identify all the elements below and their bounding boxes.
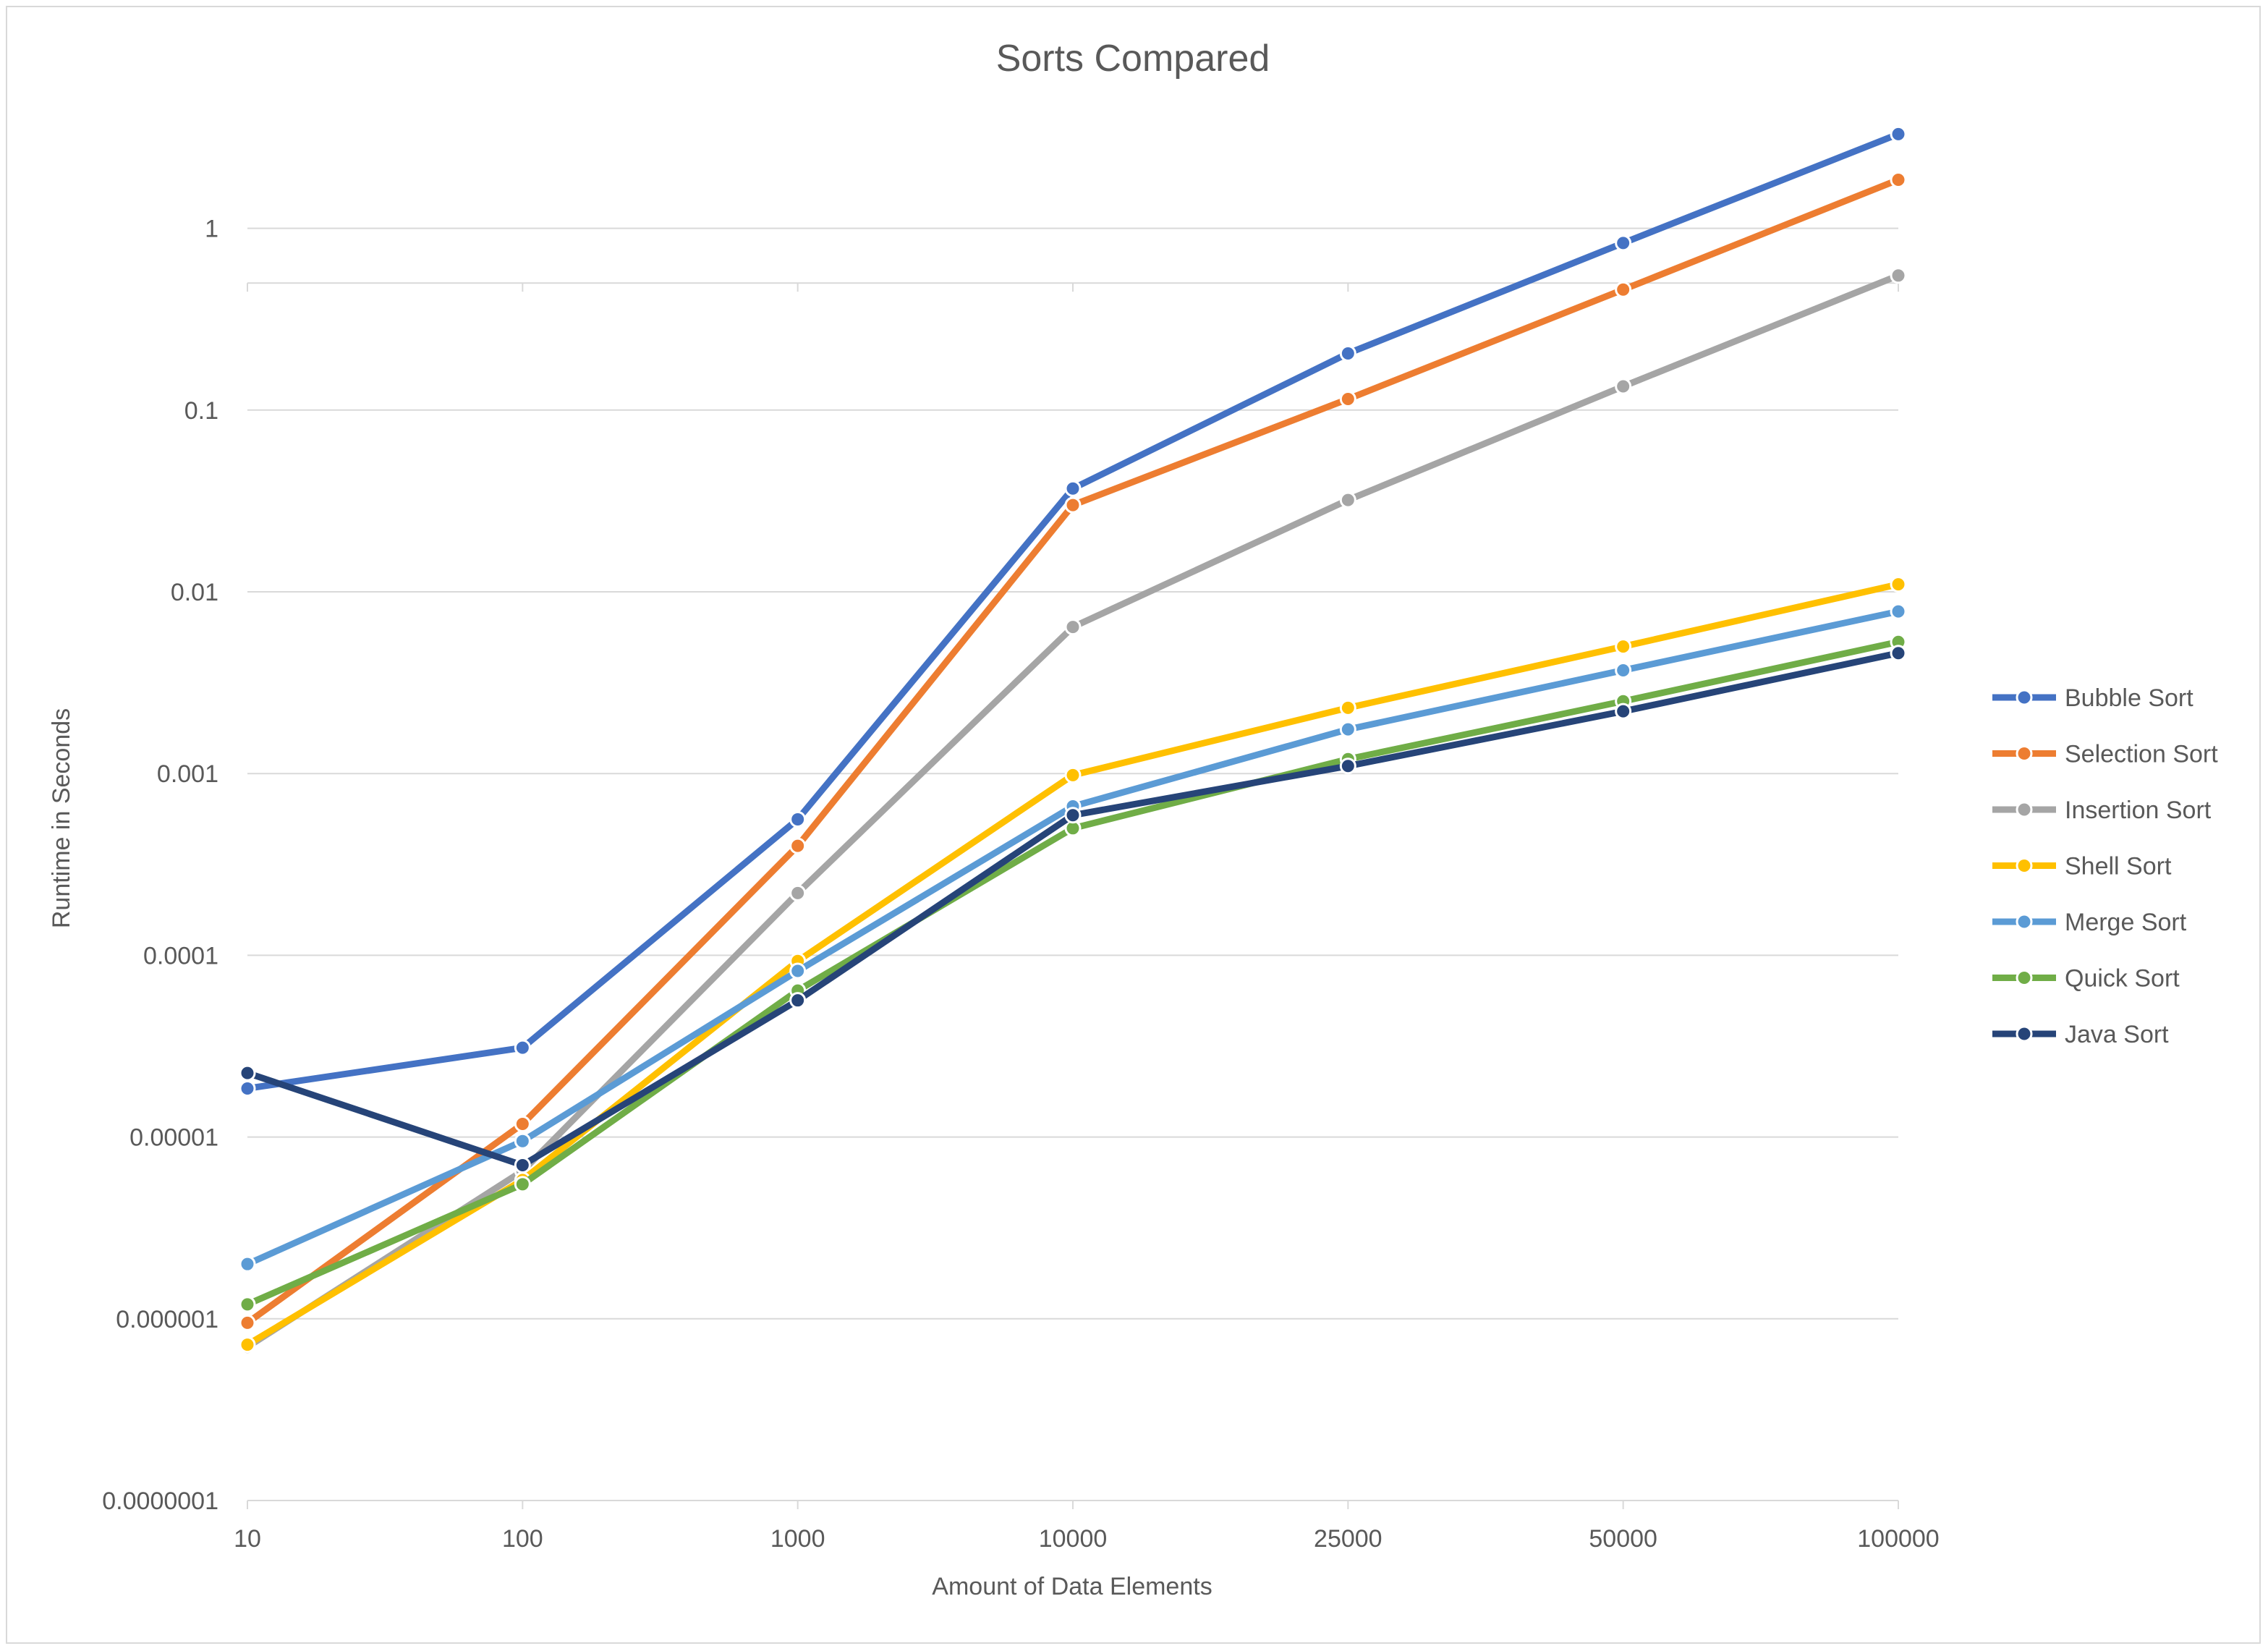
data-point	[514, 1039, 531, 1056]
y-tick-label: 0.01	[171, 579, 218, 606]
data-point	[1890, 576, 1907, 593]
data-point	[1339, 344, 1356, 362]
legend-swatch-marker	[2016, 801, 2033, 818]
data-point	[1615, 638, 1632, 655]
series-quick-sort	[239, 633, 1907, 1313]
legend-item: Merge Sort	[1992, 909, 2187, 936]
legend-swatch-marker	[2016, 969, 2033, 986]
chart-title: Sorts Compared	[996, 38, 1270, 80]
data-point	[789, 992, 807, 1009]
data-point	[514, 1176, 531, 1193]
x-tick-label: 10	[234, 1525, 261, 1553]
legend-label: Shell Sort	[2065, 853, 2172, 880]
legend-swatch-marker	[2016, 745, 2033, 762]
legend-label: Merge Sort	[2065, 909, 2187, 936]
data-point	[239, 1314, 256, 1331]
y-tick-label: 0.001	[157, 760, 218, 788]
legend-swatch-marker	[2016, 1025, 2033, 1043]
y-tick-label: 0.0000001	[102, 1487, 218, 1515]
series-bubble-sort	[239, 125, 1907, 1097]
data-point	[514, 1116, 531, 1133]
data-point	[1615, 661, 1632, 679]
legend-item: Bubble Sort	[1992, 684, 2193, 712]
y-tick-label: 0.0001	[143, 942, 218, 969]
data-point	[1064, 619, 1082, 636]
legend-label: Quick Sort	[2065, 965, 2180, 993]
data-point	[239, 1336, 256, 1354]
data-point	[1890, 171, 1907, 188]
x-tick-label: 25000	[1314, 1525, 1383, 1553]
data-point	[514, 1157, 531, 1174]
data-point	[789, 837, 807, 854]
data-point	[1339, 721, 1356, 738]
x-tick-label: 10000	[1039, 1525, 1108, 1553]
x-tick-label: 50000	[1589, 1525, 1657, 1553]
data-point	[1890, 125, 1907, 143]
x-tick-label: 100000	[1857, 1525, 1939, 1553]
data-point	[789, 884, 807, 901]
legend-item: Java Sort	[1992, 1021, 2169, 1048]
series-line	[244, 608, 1902, 1268]
y-tick-label: 0.00001	[129, 1124, 218, 1152]
x-axis-title: Amount of Data Elements	[932, 1573, 1212, 1600]
legend-swatch-marker	[2016, 689, 2033, 706]
legend: Bubble Sort Selection Sort Insertion Sort S…	[1992, 684, 2218, 1048]
data-point	[1890, 267, 1907, 284]
data-point	[1064, 480, 1082, 497]
legend-swatch-marker	[2016, 913, 2033, 930]
series-line	[244, 638, 1902, 1308]
x-tick-label: 100	[502, 1525, 543, 1553]
y-tick-label: 1	[205, 216, 218, 243]
data-point	[1064, 766, 1082, 784]
legend-item: Selection Sort	[1992, 741, 2218, 768]
data-point	[1890, 603, 1907, 620]
y-tick-label: 0.000001	[116, 1306, 218, 1333]
data-point	[1064, 807, 1082, 824]
data-point	[1339, 491, 1356, 509]
legend-item: Quick Sort	[1992, 965, 2180, 993]
y-axis-title: Runtime in Seconds	[48, 708, 75, 928]
x-tick-label: 1000	[770, 1525, 825, 1553]
data-point	[239, 1255, 256, 1273]
legend-label: Bubble Sort	[2065, 684, 2193, 712]
legend-item: Insertion Sort	[1992, 797, 2212, 824]
data-point	[1890, 645, 1907, 662]
data-point	[1064, 496, 1082, 514]
series-group	[239, 125, 1907, 1356]
x-axis-ticks: 10 100 1000 10000 25000 50000 100000	[234, 283, 1940, 1553]
data-point	[1339, 757, 1356, 775]
data-point	[1615, 378, 1632, 395]
series-merge-sort	[239, 603, 1907, 1273]
data-point	[1615, 281, 1632, 298]
series-selection-sort	[239, 171, 1907, 1331]
data-point	[1339, 699, 1356, 716]
legend-swatch-marker	[2016, 857, 2033, 874]
data-point	[789, 810, 807, 828]
y-tick-label: 0.1	[184, 397, 218, 425]
data-point	[514, 1132, 531, 1150]
legend-label: Insertion Sort	[2065, 797, 2212, 824]
data-point	[239, 1064, 256, 1082]
data-point	[239, 1079, 256, 1097]
data-point	[1339, 391, 1356, 408]
gridlines	[247, 227, 1898, 1501]
y-axis-ticks: 0.0000001 0.000001 0.00001 0.0001 0.001 0.01 0…	[102, 216, 218, 1515]
legend-item: Shell Sort	[1992, 853, 2172, 880]
legend-label: Java Sort	[2065, 1021, 2169, 1048]
data-point	[1615, 234, 1632, 252]
data-point	[1615, 703, 1632, 720]
series-line	[244, 650, 1902, 1169]
legend-label: Selection Sort	[2065, 741, 2218, 768]
data-point	[239, 1296, 256, 1313]
series-java-sort	[239, 645, 1907, 1174]
data-point	[789, 962, 807, 980]
